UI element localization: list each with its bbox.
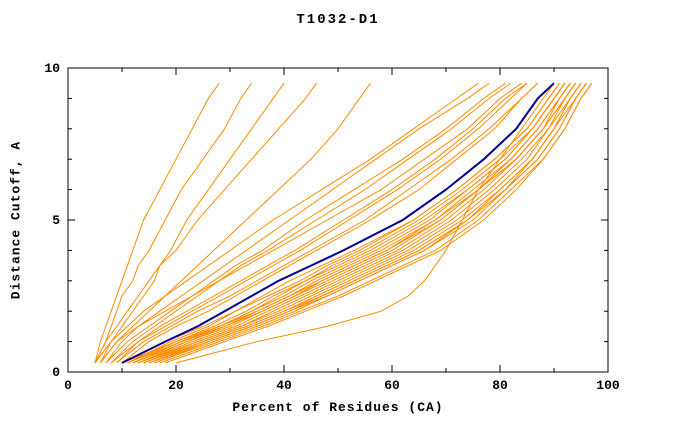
x-tick-label: 60 bbox=[384, 378, 400, 393]
model-curve bbox=[100, 82, 522, 364]
model-curve bbox=[138, 82, 577, 364]
x-tick-label: 20 bbox=[168, 378, 184, 393]
model-curve bbox=[121, 82, 566, 364]
model-curve bbox=[132, 82, 566, 364]
model-curve bbox=[99, 82, 285, 364]
y-axis-label-text: Distance Cutoff, A bbox=[8, 140, 24, 300]
y-tick-label: 10 bbox=[44, 61, 60, 76]
model-curve bbox=[110, 82, 512, 364]
x-tick-label: 0 bbox=[64, 378, 72, 393]
model-curve bbox=[121, 82, 560, 364]
model-curve bbox=[132, 82, 577, 364]
model-curve bbox=[121, 82, 539, 364]
y-tick-label: 0 bbox=[52, 365, 60, 380]
model-curve bbox=[110, 82, 528, 364]
model-curve bbox=[154, 82, 587, 364]
model-curve bbox=[116, 82, 528, 364]
model-curve bbox=[100, 82, 371, 364]
x-tick-label: 80 bbox=[492, 378, 508, 393]
model-curve bbox=[116, 82, 539, 364]
model-curve bbox=[132, 82, 571, 364]
model-curve bbox=[165, 82, 593, 364]
model-curve bbox=[94, 82, 253, 364]
y-tick-label: 5 bbox=[52, 213, 60, 228]
model-curve bbox=[105, 82, 506, 364]
model-curve bbox=[94, 82, 479, 364]
model-curve bbox=[127, 82, 571, 364]
model-curve bbox=[94, 82, 317, 364]
x-tick-label: 40 bbox=[276, 378, 292, 393]
model-curve bbox=[94, 82, 220, 364]
model-curve bbox=[137, 82, 571, 364]
model-curve bbox=[175, 82, 555, 364]
x-tick-label: 100 bbox=[596, 378, 620, 393]
model-curve bbox=[154, 82, 587, 364]
reference-curve bbox=[121, 82, 555, 364]
chart-title: T1032-D1 bbox=[296, 12, 380, 28]
model-curve bbox=[138, 82, 582, 364]
x-axis-label: Percent of Residues (CA) bbox=[232, 400, 444, 415]
